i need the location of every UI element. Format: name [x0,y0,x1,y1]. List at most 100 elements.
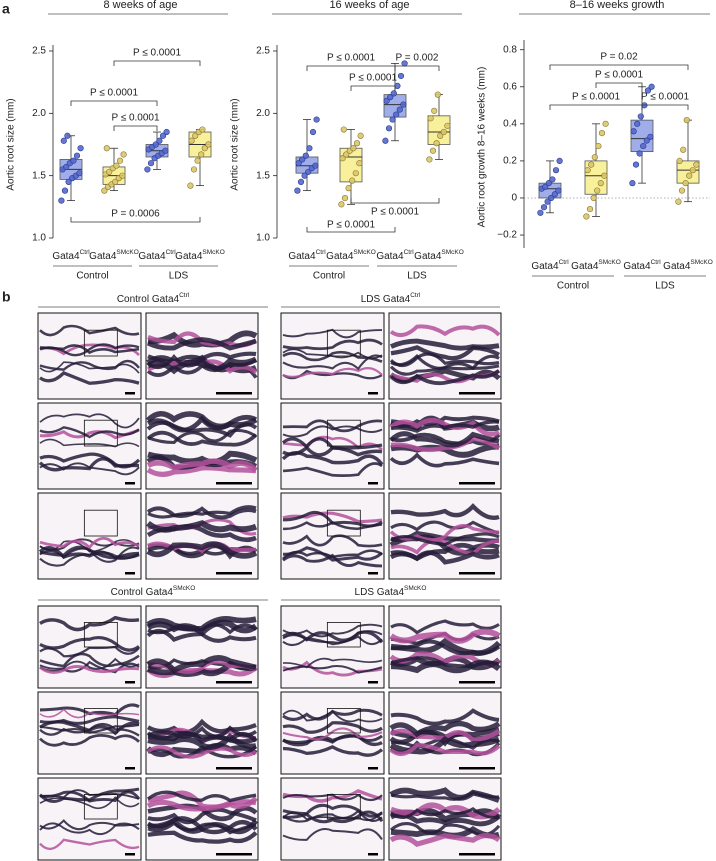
panel-title-sup: SMcKO [404,585,426,592]
data-point [73,152,81,159]
chart-title: 16 weeks of age [329,0,409,11]
category-name: Gata4 [531,261,559,272]
y-tick-label: 0.8 [503,44,517,55]
tissue-fiber [39,550,140,567]
inset-box [326,419,361,447]
y-tick-label: 2.0 [32,108,46,119]
data-point [313,116,320,123]
tissue-fiber [282,809,383,823]
tissue-fiber [147,505,257,519]
scale-bar [368,482,378,485]
category-name: Gata4 [52,251,80,262]
tissue-fiber [146,458,258,473]
tissue-fiber [282,727,383,741]
inset-box [83,794,118,820]
data-point [602,120,609,127]
data-point [65,178,72,185]
tissue-fiber [39,796,140,810]
tissue-fiber [390,659,501,674]
data-point [437,132,444,139]
scale-bar [459,482,495,485]
significance-label: P ≤ 0.0001 [327,53,376,64]
data-point [357,132,364,139]
data-point [598,130,606,137]
category-name: Gata4 [414,251,442,262]
data-point [433,140,440,147]
data-point [309,128,317,136]
data-point [339,155,346,162]
inset-box [83,708,118,734]
data-point [389,116,396,123]
tissue-fiber [146,519,258,533]
y-tick-label: 0 [511,193,517,204]
data-point [77,145,84,152]
tissue-fiber [146,743,258,758]
data-point [147,160,155,167]
x-tick-label: Gata4Ctrl [623,259,661,272]
scale-bar [216,853,252,856]
x-tick-label: Gata4SMcKO [89,249,139,262]
tissue-fiber [147,541,257,554]
tissue-fiber [390,419,500,433]
data-point [686,172,693,179]
x-tick-label: Gata4SMcKO [414,249,464,262]
group-label: Control [313,271,345,282]
data-point [591,154,598,161]
tissue-fiber [39,660,140,674]
data-point [545,180,552,187]
tissue-fiber [145,410,258,430]
significance-label: P ≤ 0.0001 [371,207,420,218]
tissue-fiber [39,708,140,719]
tissue-fiber [38,457,140,472]
data-point [312,162,319,169]
tissue-fiber [282,811,383,822]
significance-bracket [350,198,440,204]
tissue-fiber [146,790,257,803]
category-name: Gata4 [571,261,599,272]
panel-title: Control Gata4Ctrl [117,292,190,305]
tissue-fiber [146,816,258,835]
tissue-fiber [282,810,384,824]
tissue-fiber [390,806,500,819]
data-point [106,168,113,176]
data-point [594,187,601,194]
y-tick-label: −0.2 [497,230,517,241]
data-point [352,170,359,177]
data-point [689,167,696,174]
significance-bracket [641,104,689,110]
x-tick-label: Gata4SMcKO [571,259,621,272]
data-point [162,147,169,154]
data-point [601,172,608,179]
tissue-fiber [39,636,140,652]
scale-bar [368,392,378,395]
panel-title-sup: Ctrl [410,292,421,299]
tissue-fiber [39,822,140,836]
data-point [427,115,434,122]
inset-box [326,509,361,537]
tissue-fiber [39,438,140,448]
data-point [678,187,686,194]
tissue-fiber [282,510,383,528]
tissue-fiber [389,369,501,386]
data-point [537,209,544,216]
scale-bar [459,853,495,856]
tissue-fiber [39,838,140,850]
tissue-fiber [389,524,500,542]
data-point [551,191,558,198]
panel-title-sup: SMcKO [173,585,195,592]
data-point [440,128,447,136]
data-point [187,182,194,189]
scale-bar [125,853,135,856]
significance-bracket [549,104,643,110]
panel-title-text: Control Gata4 [111,587,174,598]
significance-bracket [113,125,158,131]
group-label: Control [76,271,108,282]
data-point [353,140,361,147]
data-point [426,156,433,163]
category-sup: Ctrl [316,249,327,256]
tissue-fiber [282,419,383,433]
category-sup: Ctrl [404,249,415,256]
data-point [188,137,195,144]
significance-bracket [549,64,689,70]
tissue-fiber [39,370,140,385]
